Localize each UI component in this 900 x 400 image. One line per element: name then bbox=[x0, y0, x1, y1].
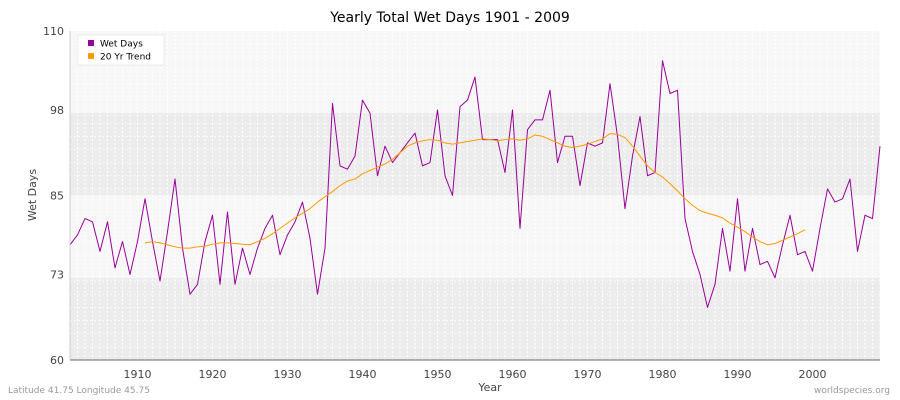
x-axis-label: Year bbox=[477, 381, 502, 394]
x-tick-label: 1920 bbox=[199, 368, 227, 381]
footer-source: worldspecies.org bbox=[813, 386, 890, 396]
x-tick-label: 1940 bbox=[349, 368, 377, 381]
band-mid-upper bbox=[70, 113, 880, 195]
y-tick-label: 85 bbox=[50, 190, 64, 203]
series-line-20-yr-trend bbox=[144, 133, 806, 249]
y-tick-labels: 60 73 85 98 110 bbox=[43, 25, 64, 367]
y-axis-label: Wet Days bbox=[26, 169, 39, 222]
x-tick-label: 1960 bbox=[499, 368, 527, 381]
vertical-gridlines bbox=[69, 31, 881, 360]
horizontal-gridlines bbox=[70, 43, 880, 348]
legend-label-20-yr-trend: 20 Yr Trend bbox=[100, 53, 151, 63]
legend-swatch-20-yr-trend bbox=[88, 53, 94, 59]
y-tick-label: 98 bbox=[50, 104, 64, 117]
x-tick-label: 2000 bbox=[799, 368, 827, 381]
y-tick-label: 73 bbox=[50, 268, 64, 281]
x-tick-label: 1970 bbox=[574, 368, 602, 381]
y-tick-label: 110 bbox=[43, 25, 64, 38]
legend-swatch-wet-days bbox=[88, 40, 94, 46]
footer-location: Latitude 41.75 Longitude 45.75 bbox=[8, 386, 150, 396]
x-tick-label: 1950 bbox=[424, 368, 452, 381]
legend: Wet Days 20 Yr Trend bbox=[77, 34, 165, 66]
legend-label-wet-days: Wet Days bbox=[100, 40, 143, 50]
x-tick-label: 1910 bbox=[124, 368, 152, 381]
x-tick-label: 1930 bbox=[274, 368, 302, 381]
chart-title: Yearly Total Wet Days 1901 - 2009 bbox=[329, 10, 570, 26]
series-layer bbox=[69, 60, 881, 308]
x-tick-label: 1990 bbox=[724, 368, 752, 381]
y-tick-label: 60 bbox=[50, 354, 64, 367]
x-tick-label: 1980 bbox=[649, 368, 677, 381]
series-line-wet-days bbox=[69, 60, 881, 308]
x-tick-labels: 1910 1920 1930 1940 1950 1960 1970 1980 1990 2000 bbox=[124, 368, 827, 381]
